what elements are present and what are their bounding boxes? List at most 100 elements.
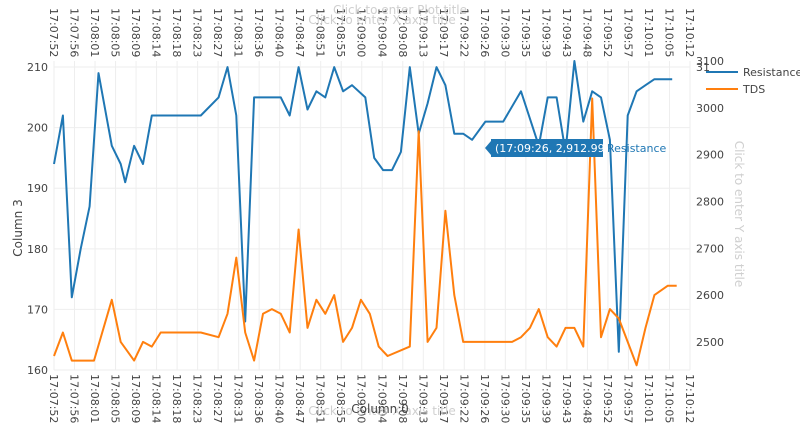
x-tick-label-bottom: 17:08:14 bbox=[150, 374, 163, 423]
x-tick-label-top: 17:08:31 bbox=[232, 8, 245, 57]
x-tick-label-bottom: 17:08:36 bbox=[252, 374, 265, 423]
legend-entry[interactable]: Resistance bbox=[743, 66, 800, 79]
x-tick-label-top: 17:08:55 bbox=[334, 8, 347, 57]
y2-tick-label: 2500 bbox=[696, 336, 724, 349]
x-tick-label-top: 17:08:47 bbox=[293, 8, 306, 57]
x-ticks-bottom: 17:07:52 17:07:56 17:08:01 17:08:05 17:08:09… bbox=[47, 374, 696, 423]
x-tick-label-bottom: 17:10:12 bbox=[683, 374, 696, 423]
x-tick-label-top: 17:09:13 bbox=[416, 8, 429, 57]
y2-tick-label: 2800 bbox=[696, 195, 724, 208]
x-tick-label-top: 17:09:57 bbox=[621, 8, 634, 57]
y-tick-label: 190 bbox=[27, 182, 48, 195]
x-tick-label-bottom: 17:08:23 bbox=[191, 374, 204, 423]
y2-tick-label: 3100 bbox=[696, 55, 724, 68]
x-tick-label-top: 17:08:23 bbox=[191, 8, 204, 57]
x-tick-label-bottom: 17:08:05 bbox=[109, 374, 122, 423]
x-tick-label-top: 17:08:51 bbox=[314, 8, 327, 57]
x-tick-label-bottom: 17:09:52 bbox=[601, 374, 614, 423]
x-tick-label-top: 17:08:40 bbox=[273, 8, 286, 57]
y2-tick-label: 2700 bbox=[696, 242, 724, 255]
series-line-resistance[interactable] bbox=[53, 60, 673, 353]
tooltip-value: (17:09:26, 2,912.99) bbox=[495, 142, 609, 155]
x-tick-label-top: 17:10:01 bbox=[642, 8, 655, 57]
y2-axis-title[interactable]: Click to enter Y axis title bbox=[732, 141, 746, 288]
x-tick-label-bottom: 17:09:17 bbox=[437, 374, 450, 423]
x-tick-label-top: 17:08:36 bbox=[252, 8, 265, 57]
x-axis-title-bottom-placeholder[interactable]: Click to enter X axis title bbox=[308, 404, 455, 418]
x-tick-label-bottom: 17:08:27 bbox=[211, 374, 224, 423]
series-line-tds[interactable] bbox=[53, 97, 677, 367]
tooltip-series-name: Resistance bbox=[607, 142, 667, 155]
x-tick-label-top: 17:09:08 bbox=[396, 8, 409, 57]
y-tick-label: 200 bbox=[27, 122, 48, 135]
x-tick-label-bottom: 17:08:51 bbox=[314, 374, 327, 423]
x-tick-label-top: 17:09:39 bbox=[539, 8, 552, 57]
legend-entry[interactable]: TDS bbox=[742, 83, 765, 96]
y-tick-label: 170 bbox=[27, 303, 48, 316]
y2-tick-label: 3000 bbox=[696, 102, 724, 115]
x-tick-label-bottom: 17:08:09 bbox=[129, 374, 142, 423]
x-tick-label-bottom: 17:08:01 bbox=[88, 374, 101, 423]
y2-tick-label: 2600 bbox=[696, 289, 724, 302]
chart-title[interactable]: Click to enter Plot title bbox=[333, 3, 467, 17]
x-tick-label-top: 17:09:35 bbox=[519, 8, 532, 57]
x-tick-label-bottom: 17:09:30 bbox=[498, 374, 511, 423]
x-tick-label-top: 17:10:12 bbox=[683, 8, 696, 57]
y-ticks: 160 170 180 190 200 210 bbox=[27, 61, 48, 377]
y2-tick-label: 31 bbox=[696, 61, 710, 74]
x-tick-label-top: 17:09:26 bbox=[478, 8, 491, 57]
x-tick-label-top: 17:07:56 bbox=[68, 8, 81, 57]
x-tick-label-top: 17:08:09 bbox=[129, 8, 142, 57]
x-tick-label-bottom: 17:08:18 bbox=[170, 374, 183, 423]
x-tick-label-top: 17:07:52 bbox=[47, 8, 60, 57]
x-tick-label-bottom: 17:08:31 bbox=[232, 374, 245, 423]
x-tick-label-bottom: 17:09:57 bbox=[621, 374, 634, 423]
x-tick-label-bottom: 17:08:47 bbox=[293, 374, 306, 423]
x-tick-label-bottom: 17:09:35 bbox=[519, 374, 532, 423]
x-tick-label-bottom: 17:10:01 bbox=[642, 374, 655, 423]
x-tick-label-top: 17:09:43 bbox=[560, 8, 573, 57]
y-axis-title[interactable]: Column 3 bbox=[11, 199, 25, 256]
x-tick-label-bottom: 17:09:48 bbox=[580, 374, 593, 423]
x-tick-label-top: 17:09:30 bbox=[498, 8, 511, 57]
x-tick-label-bottom: 17:09:39 bbox=[539, 374, 552, 423]
x-tick-label-bottom: 17:09:26 bbox=[478, 374, 491, 423]
x-tick-label-top: 17:08:18 bbox=[170, 8, 183, 57]
y2-tick-label: 2900 bbox=[696, 149, 724, 162]
x-tick-label-bottom: 17:09:22 bbox=[457, 374, 470, 423]
x-tick-label-bottom: 17:09:13 bbox=[416, 374, 429, 423]
x-tick-label-top: 17:09:00 bbox=[355, 8, 368, 57]
x-tick-label-top: 17:08:05 bbox=[109, 8, 122, 57]
x-tick-label-top: 17:08:01 bbox=[88, 8, 101, 57]
x-tick-label-bottom: 17:09:08 bbox=[396, 374, 409, 423]
x-tick-label-top: 17:09:22 bbox=[457, 8, 470, 57]
series-group bbox=[53, 60, 677, 367]
tooltip: (17:09:26, 2,912.99)Resistance bbox=[485, 139, 667, 157]
x-tick-label-top: 17:08:27 bbox=[211, 8, 224, 57]
x-tick-label-top: 17:09:17 bbox=[437, 8, 450, 57]
x-ticks-top: 17:07:52 17:07:56 17:08:01 17:08:05 17:08:09… bbox=[47, 8, 696, 57]
x-tick-label-bottom: 17:07:56 bbox=[68, 374, 81, 423]
x-axis-title[interactable]: Column 0 bbox=[351, 402, 408, 416]
tooltip-box bbox=[491, 139, 603, 157]
grid bbox=[53, 61, 691, 371]
x-tick-label-top: 17:09:52 bbox=[601, 8, 614, 57]
x-tick-label-bottom: 17:09:43 bbox=[560, 374, 573, 423]
tooltip-pointer bbox=[485, 141, 491, 155]
legend: Resistance TDS bbox=[706, 66, 800, 96]
x-tick-label-top: 17:09:48 bbox=[580, 8, 593, 57]
x-tick-label-top: 17:10:05 bbox=[662, 8, 675, 57]
y-tick-label: 160 bbox=[27, 364, 48, 377]
x-tick-label-bottom: 17:08:40 bbox=[273, 374, 286, 423]
x-tick-label-bottom: 17:09:04 bbox=[375, 374, 388, 423]
y-tick-label: 210 bbox=[27, 61, 48, 74]
x-tick-label-bottom: 17:07:52 bbox=[47, 374, 60, 423]
x-tick-label-bottom: 17:09:00 bbox=[355, 374, 368, 423]
x-tick-label-bottom: 17:10:05 bbox=[662, 374, 675, 423]
x-tick-label-top: 17:09:04 bbox=[375, 8, 388, 57]
y-tick-label: 180 bbox=[27, 243, 48, 256]
x-axis-title-top[interactable]: Click to enter X axis title bbox=[308, 13, 455, 27]
x-tick-label-bottom: 17:08:55 bbox=[334, 374, 347, 423]
